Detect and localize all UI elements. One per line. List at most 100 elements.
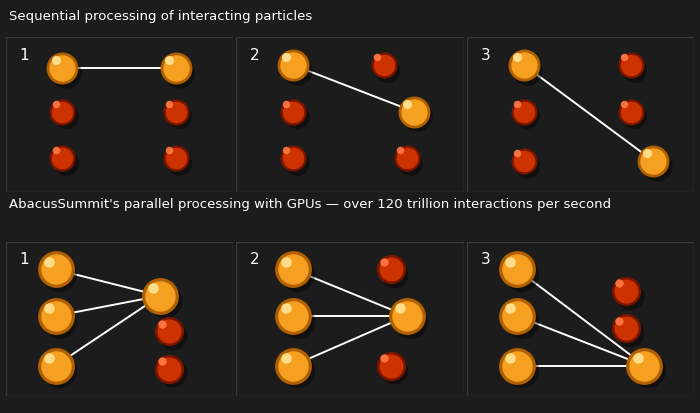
Point bbox=[291, 159, 302, 166]
Point bbox=[288, 108, 299, 115]
Point bbox=[281, 354, 292, 361]
Point bbox=[288, 154, 299, 161]
Point bbox=[408, 108, 419, 115]
Point bbox=[512, 362, 523, 369]
Point bbox=[624, 330, 635, 336]
Point bbox=[522, 162, 533, 169]
Point bbox=[174, 69, 185, 76]
Point bbox=[281, 54, 292, 61]
Point bbox=[43, 259, 55, 265]
Point bbox=[50, 362, 61, 369]
Point bbox=[385, 362, 396, 369]
Point bbox=[171, 108, 182, 115]
Point bbox=[405, 159, 416, 166]
Point bbox=[394, 147, 405, 154]
Point bbox=[379, 62, 390, 68]
Point bbox=[288, 108, 299, 115]
Point bbox=[518, 62, 530, 68]
Point bbox=[164, 365, 175, 372]
Point bbox=[57, 65, 68, 71]
Point bbox=[621, 288, 632, 294]
Point bbox=[288, 362, 299, 369]
Point bbox=[288, 313, 299, 319]
Point bbox=[624, 292, 635, 299]
Point bbox=[385, 362, 396, 369]
Point bbox=[641, 150, 652, 157]
Point bbox=[401, 313, 412, 319]
Point bbox=[401, 100, 412, 107]
Point bbox=[625, 108, 636, 115]
Point bbox=[288, 313, 299, 319]
Point bbox=[57, 65, 68, 71]
Point bbox=[639, 362, 650, 369]
Point bbox=[522, 113, 533, 119]
Point bbox=[288, 62, 299, 68]
Point bbox=[394, 305, 405, 311]
Point bbox=[505, 305, 516, 311]
Text: Sequential processing of interacting particles: Sequential processing of interacting par… bbox=[9, 10, 312, 23]
Point bbox=[621, 288, 632, 294]
Point bbox=[618, 54, 629, 61]
Point bbox=[512, 266, 523, 273]
Point bbox=[518, 62, 530, 68]
Point bbox=[288, 313, 299, 319]
Point bbox=[625, 62, 636, 68]
Point bbox=[60, 159, 71, 166]
Point bbox=[50, 313, 61, 319]
Point bbox=[288, 62, 299, 68]
Point bbox=[518, 108, 530, 115]
Point bbox=[164, 57, 175, 64]
Point bbox=[50, 57, 61, 64]
Point bbox=[389, 271, 400, 278]
Point bbox=[379, 259, 390, 265]
Point bbox=[155, 292, 166, 299]
Text: 1: 1 bbox=[19, 252, 29, 268]
Point bbox=[167, 370, 178, 377]
Point bbox=[515, 367, 526, 373]
Point bbox=[291, 113, 302, 119]
Point bbox=[512, 266, 523, 273]
Point bbox=[625, 108, 636, 115]
Point bbox=[50, 266, 61, 273]
Point bbox=[385, 266, 396, 273]
Point bbox=[621, 325, 632, 332]
Point bbox=[512, 362, 523, 369]
Point bbox=[401, 313, 412, 319]
Point bbox=[625, 62, 636, 68]
Point bbox=[57, 154, 68, 161]
Point bbox=[512, 54, 523, 61]
Point bbox=[522, 66, 533, 73]
Point bbox=[288, 266, 299, 273]
Point bbox=[401, 154, 412, 161]
Point bbox=[412, 113, 423, 119]
Point bbox=[171, 154, 182, 161]
Point bbox=[164, 365, 175, 372]
Point bbox=[167, 333, 178, 339]
Point bbox=[158, 297, 169, 304]
Point bbox=[372, 54, 383, 61]
Point bbox=[382, 66, 393, 73]
Point bbox=[174, 159, 185, 166]
Point bbox=[518, 108, 530, 115]
Point bbox=[57, 154, 68, 161]
Point bbox=[614, 317, 625, 324]
Point bbox=[50, 100, 61, 107]
Point bbox=[281, 305, 292, 311]
Text: 3: 3 bbox=[481, 48, 491, 63]
Point bbox=[171, 65, 182, 71]
Point bbox=[155, 292, 166, 299]
Point bbox=[408, 108, 419, 115]
Point bbox=[389, 367, 400, 373]
Point bbox=[288, 108, 299, 115]
Point bbox=[50, 313, 61, 319]
Point bbox=[171, 65, 182, 71]
Point bbox=[288, 362, 299, 369]
Text: 2: 2 bbox=[250, 48, 260, 63]
Point bbox=[648, 158, 659, 164]
Point bbox=[155, 292, 166, 299]
Point bbox=[171, 154, 182, 161]
Point bbox=[385, 266, 396, 273]
Point bbox=[379, 62, 390, 68]
Point bbox=[157, 320, 168, 327]
Point bbox=[518, 158, 530, 164]
